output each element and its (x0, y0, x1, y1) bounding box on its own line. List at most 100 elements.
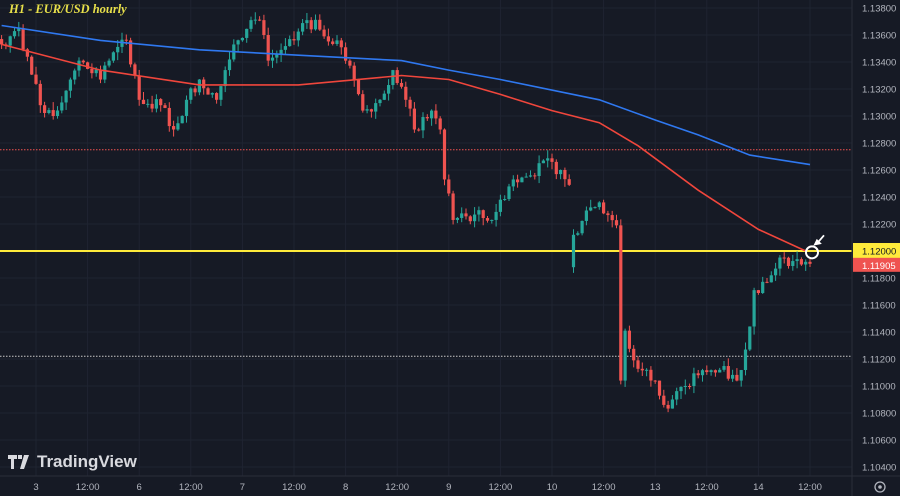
candle (550, 153, 554, 170)
time-tick-label: 14 (753, 482, 764, 493)
settings-icon-ring (874, 481, 886, 493)
candle-body (464, 213, 468, 217)
candle (361, 90, 365, 113)
candle-body (25, 49, 29, 57)
candle-body (692, 373, 696, 387)
candle-body (17, 28, 21, 32)
candle-body (219, 86, 223, 100)
settings-icon[interactable] (874, 481, 886, 493)
candle-body (361, 94, 365, 111)
candle (172, 120, 176, 137)
price-tick-label: 1.11000 (862, 382, 896, 393)
candle (576, 231, 580, 236)
candle-body (408, 99, 412, 109)
candle-body (51, 110, 55, 116)
candle (12, 27, 17, 39)
candle-body (795, 259, 799, 262)
candle (68, 77, 72, 98)
chart-title: H1 - EUR/USD hourly (9, 2, 127, 16)
candle-body (387, 85, 391, 94)
candle (309, 17, 313, 34)
candle (571, 229, 576, 273)
candle (150, 95, 154, 113)
candle (494, 203, 498, 227)
candle (47, 107, 51, 115)
candle (378, 98, 382, 107)
candle-body (743, 349, 748, 371)
candle-body (511, 179, 515, 187)
candle-body (262, 20, 266, 36)
time-tick-label: 12:00 (385, 482, 409, 493)
candle-body (163, 105, 167, 108)
time-tick-label: 7 (240, 482, 245, 493)
price-tick-label: 1.13400 (862, 58, 896, 69)
candle (606, 210, 610, 222)
time-tick-label: 12:00 (592, 482, 616, 493)
price-tick-label: 1.12400 (862, 193, 896, 204)
level-price-tag-label: 1.12000 (862, 247, 896, 258)
candle (90, 63, 94, 79)
candle (313, 14, 318, 31)
candle (326, 28, 330, 46)
candle-body (47, 110, 51, 113)
candle-body (425, 117, 429, 119)
price-tick-label: 1.10600 (862, 436, 896, 447)
candle (154, 94, 158, 113)
candle (365, 105, 369, 114)
last-price-tag (853, 257, 900, 272)
candle (752, 287, 756, 335)
candle (206, 86, 210, 95)
candle-body (206, 88, 210, 95)
candle (399, 78, 404, 89)
candle-body (86, 62, 90, 69)
candle-body (249, 20, 253, 29)
candle-body (12, 31, 17, 37)
candle (795, 251, 799, 269)
highlight-circle (805, 245, 819, 260)
candle (743, 342, 748, 376)
moving-average-blue (1, 24, 811, 166)
candle (614, 214, 619, 229)
candle (675, 387, 679, 406)
candle (464, 208, 468, 220)
candle (726, 358, 730, 381)
candle-body (507, 186, 511, 199)
candle (116, 39, 120, 61)
candle (55, 106, 60, 119)
price-tick-label: 1.11200 (862, 355, 896, 366)
candle-body (283, 46, 287, 50)
candle-body (202, 79, 206, 89)
candle-body (279, 49, 283, 55)
candle (623, 328, 627, 387)
candle-body (275, 54, 279, 58)
candle (791, 254, 795, 271)
candle (477, 206, 481, 222)
candle (180, 115, 184, 124)
candle-body (528, 175, 533, 177)
candle (391, 69, 395, 90)
candle-body (769, 275, 773, 283)
candle-body (382, 93, 386, 100)
candle-body (318, 19, 322, 30)
candle (81, 59, 85, 65)
price-tick-label: 1.12800 (862, 139, 896, 150)
candle-body (266, 35, 270, 61)
time-tick-label: 13 (650, 482, 661, 493)
candle (804, 259, 808, 271)
candle (722, 360, 726, 372)
moving-average-red (1, 43, 807, 252)
candle (369, 108, 373, 118)
candle (559, 169, 563, 180)
candle-body (778, 257, 782, 269)
candle-body (477, 210, 481, 215)
candle (589, 199, 593, 212)
candle-body (223, 70, 227, 87)
candle-body (301, 23, 305, 32)
candle-body (64, 90, 68, 103)
candle-body (473, 214, 477, 222)
candle (700, 368, 705, 382)
candle-body (313, 19, 318, 30)
candle-body (21, 28, 25, 50)
